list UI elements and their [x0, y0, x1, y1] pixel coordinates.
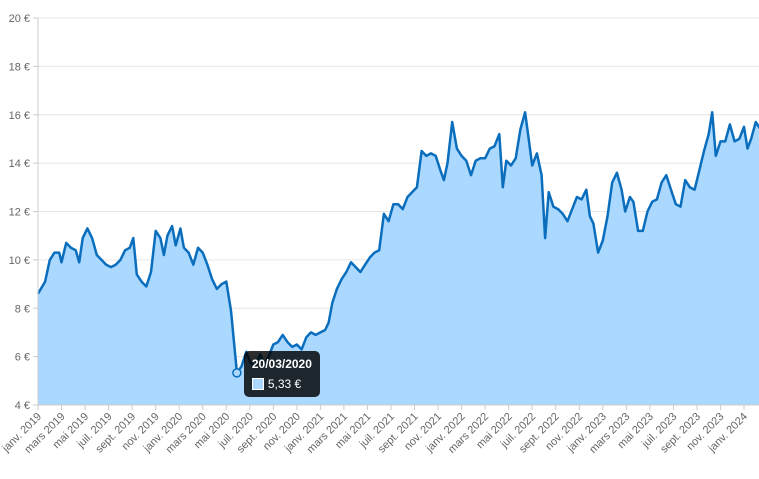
- y-tick-label: 6 €: [15, 352, 30, 364]
- hover-point-marker[interactable]: [232, 368, 242, 378]
- y-tick-label: 10 €: [9, 255, 30, 267]
- y-tick-label: 16 €: [9, 110, 30, 122]
- tooltip-value: 5,33 €: [267, 376, 302, 391]
- series-area-fill: [38, 112, 759, 405]
- y-axis-ticks: 4 € 6 € 8 € 10 € 12 € 14 € 16 € 18 € 20 €: [9, 13, 38, 412]
- tooltip-row: 5,33 €: [251, 376, 312, 391]
- y-tick-label: 4 €: [15, 400, 30, 412]
- y-tick-label: 20 €: [9, 13, 30, 25]
- y-tick-label: 18 €: [9, 61, 30, 73]
- tooltip-swatch: [251, 377, 264, 390]
- y-tick-label: 14 €: [9, 158, 30, 170]
- series-line: [36, 111, 759, 375]
- y-tick-label: 8 €: [15, 303, 30, 315]
- data-tooltip: 20/03/2020 5,33 €: [243, 350, 320, 397]
- y-tick-label: 12 €: [9, 207, 30, 219]
- tooltip-date: 20/03/2020: [251, 356, 312, 371]
